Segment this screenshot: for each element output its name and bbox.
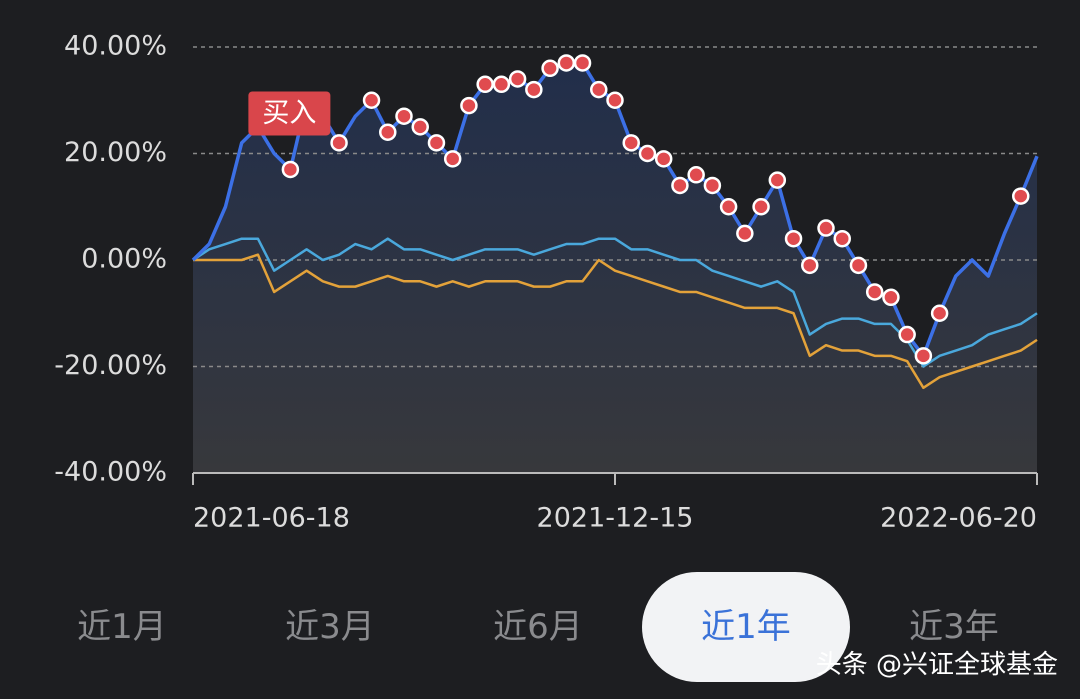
buy-marker bbox=[865, 283, 884, 301]
range-tab[interactable]: 近3年 bbox=[909, 607, 999, 647]
buy-tag: 买入 bbox=[248, 91, 331, 136]
buy-marker bbox=[671, 176, 689, 195]
x-tick-label: 2022-06-20 bbox=[880, 503, 1037, 534]
buy-marker bbox=[914, 347, 933, 365]
buy-marker bbox=[752, 198, 770, 216]
buy-marker bbox=[719, 198, 738, 216]
buy-marker bbox=[606, 91, 624, 109]
buy-marker bbox=[784, 229, 803, 248]
area-fill bbox=[193, 62, 1037, 473]
buy-marker bbox=[882, 288, 900, 307]
buy-tag-label: 买入 bbox=[262, 98, 316, 129]
buy-marker bbox=[460, 96, 478, 115]
chart: -40.00% -20.00% 0.00% 20.00% 40.00% 2021-06-1… bbox=[54, 31, 1039, 534]
buy-marker bbox=[687, 166, 705, 184]
buy-marker bbox=[930, 304, 949, 322]
buy-marker bbox=[573, 54, 592, 72]
watermark: 头条 @兴证全球基金 bbox=[815, 650, 1058, 680]
range-tab[interactable]: 近3月 bbox=[285, 607, 375, 647]
buy-marker bbox=[508, 70, 527, 88]
y-tick-label: 40.00% bbox=[64, 31, 167, 62]
buy-marker bbox=[622, 134, 640, 152]
buy-marker bbox=[638, 144, 657, 163]
buy-marker bbox=[849, 256, 868, 275]
series-line bbox=[192, 237, 1038, 368]
buy-marker bbox=[427, 134, 446, 152]
buy-marker bbox=[395, 107, 413, 125]
range-tab[interactable]: 近6月 bbox=[493, 607, 583, 647]
series-line bbox=[193, 253, 1038, 390]
buy-marker bbox=[411, 118, 429, 136]
range-tab[interactable]: 近1年 bbox=[642, 572, 850, 682]
buy-marker bbox=[736, 224, 754, 243]
buy-marker bbox=[654, 150, 673, 168]
buy-marker bbox=[898, 325, 916, 344]
buy-marker bbox=[768, 171, 787, 189]
y-tick-label: -40.00% bbox=[54, 457, 167, 488]
x-tick-label: 2021-12-15 bbox=[537, 503, 694, 534]
range-tab[interactable]: 近1月 bbox=[77, 607, 167, 647]
y-tick-label: 20.00% bbox=[64, 137, 167, 168]
buy-marker bbox=[525, 80, 543, 99]
buy-marker bbox=[362, 91, 381, 109]
y-tick-label: -20.00% bbox=[54, 350, 167, 381]
buy-marker bbox=[492, 75, 511, 94]
buy-marker bbox=[379, 123, 397, 141]
buy-marker bbox=[1012, 187, 1030, 205]
buy-marker bbox=[833, 229, 851, 248]
buy-marker bbox=[590, 80, 608, 99]
buy-marker bbox=[281, 160, 300, 179]
buy-marker bbox=[703, 176, 722, 195]
range-tabs: 近1月 近3月 近6月 近1年 近3年 bbox=[0, 572, 1080, 682]
buy-marker bbox=[443, 150, 462, 168]
buy-marker bbox=[801, 256, 819, 275]
buy-marker bbox=[330, 134, 348, 152]
buy-marker bbox=[541, 59, 559, 78]
y-tick-label: 0.00% bbox=[81, 244, 167, 275]
buy-tag-bg bbox=[248, 91, 331, 136]
buy-marker bbox=[476, 75, 494, 94]
x-tick-label: 2021-06-18 bbox=[193, 503, 350, 534]
buy-marker bbox=[557, 54, 576, 72]
buy-marker bbox=[817, 219, 835, 237]
